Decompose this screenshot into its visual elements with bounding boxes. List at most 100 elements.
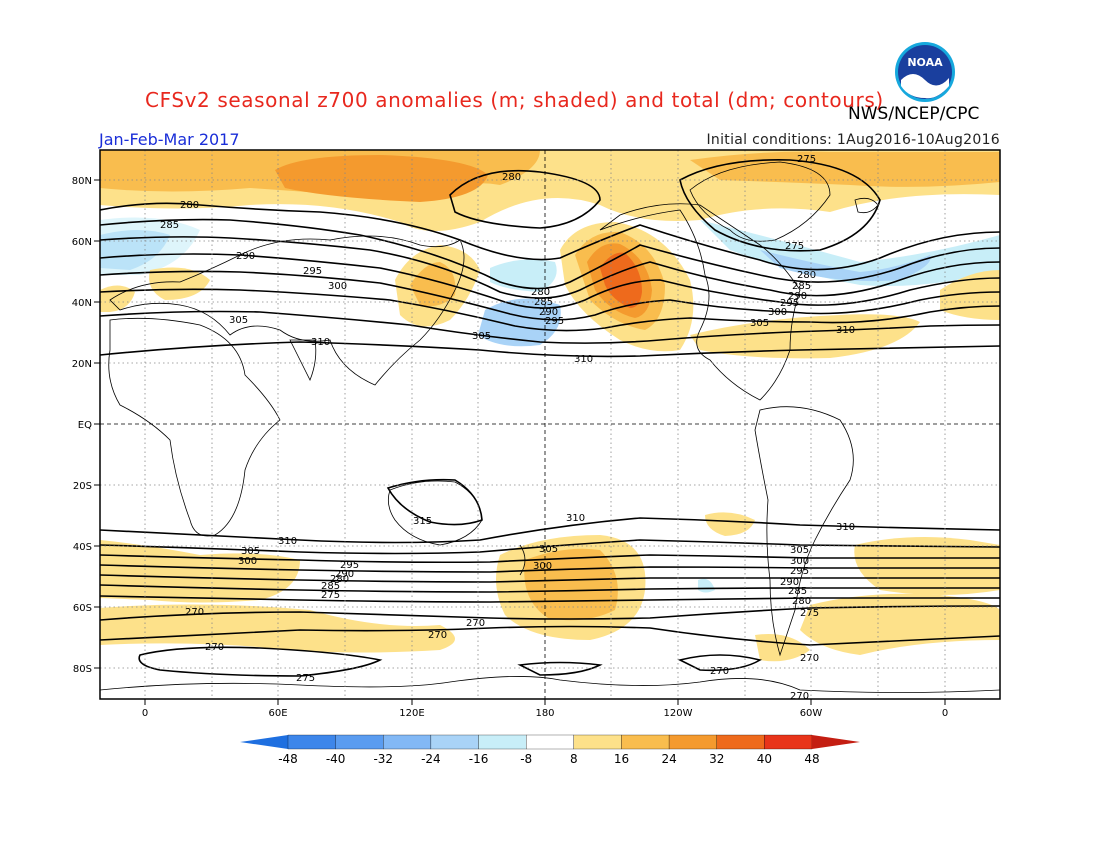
contour-label: 285: [160, 220, 179, 231]
contour-label: 305: [472, 331, 491, 342]
colorbar-label: -48: [278, 752, 298, 766]
contour-label: 285: [792, 281, 811, 292]
coast-australia: [387, 480, 483, 546]
contour-label: 275: [321, 590, 340, 601]
contour-label: 295: [790, 566, 809, 577]
contour-label: 310: [566, 513, 585, 524]
height-contours: [100, 159, 1000, 677]
lon-label: 0: [142, 708, 148, 719]
coast-greenland: [689, 161, 831, 242]
contour-label: 305: [790, 545, 809, 556]
contour-label: 275: [296, 673, 315, 684]
contour-label: 310: [311, 337, 330, 348]
contour-label: 305: [241, 546, 260, 557]
colorbar-swatch: [335, 734, 384, 750]
coast-south-america: [754, 406, 854, 657]
contour-label: 285: [788, 586, 807, 597]
contour-label: 290: [788, 291, 807, 302]
colorbar-swatch: [668, 734, 717, 750]
contour-label: 290: [236, 251, 255, 262]
lat-label: 40S: [73, 542, 92, 553]
contour-label: 270: [800, 653, 819, 664]
contour-label: 300: [238, 556, 257, 567]
contour-label: 270: [428, 630, 447, 641]
lon-label: 60W: [800, 708, 823, 719]
contour-label: 275: [797, 154, 816, 165]
coast-north-america: [599, 203, 801, 401]
lat-label: 20N: [72, 359, 92, 370]
contour-label: 270: [185, 607, 204, 618]
colorbar-label: 8: [570, 752, 578, 766]
equator-dateline: [100, 150, 1000, 699]
contour-label: 300: [768, 307, 787, 318]
contour-label: 305: [229, 315, 248, 326]
lat-label: 80N: [72, 176, 92, 187]
contour-label: 300: [328, 281, 347, 292]
colorbar-swatch: [287, 734, 336, 750]
contour-label: 270: [466, 618, 485, 629]
colorbar: -48 -40 -32 -24 -16 -8 8 16 24 32 40 48: [240, 734, 860, 766]
map-title: CFSv2 seasonal z700 anomalies (m; shaded…: [145, 88, 884, 112]
colorbar-swatch: [764, 734, 813, 750]
colorbar-label: 40: [757, 752, 772, 766]
contour-label: 295: [545, 316, 564, 327]
colorbar-swatch: [621, 734, 670, 750]
colorbar-swatch: [430, 734, 479, 750]
contour-label: 300: [790, 556, 809, 567]
contour-label: 280: [502, 172, 521, 183]
contour-label: 295: [303, 266, 322, 277]
contour-label: 280: [797, 270, 816, 281]
colorbar-label: 48: [804, 752, 819, 766]
contour-label: 290: [780, 577, 799, 588]
contour-label: 290: [335, 569, 354, 580]
coast-antarctica: [100, 676, 1000, 693]
contour-label: 285: [534, 297, 553, 308]
coastlines: [100, 161, 1000, 693]
colorbar-label: -40: [326, 752, 346, 766]
lat-label: 40N: [72, 298, 92, 309]
svg-text:NOAA: NOAA: [907, 56, 943, 69]
colorbar-label: -8: [520, 752, 532, 766]
contour-label: 270: [710, 666, 729, 677]
contour-label: 270: [790, 691, 809, 702]
contour-label: 295: [340, 560, 359, 571]
contour-label: 280: [792, 596, 811, 607]
contour-label: 310: [574, 354, 593, 365]
colorbar-swatch: [383, 734, 432, 750]
contour-label: 310: [836, 522, 855, 533]
forecast-period: Jan-Feb-Mar 2017: [99, 130, 240, 149]
latitude-labels: 80N 60N 40N 20N EQ 20S 40S 60S 80S: [72, 176, 92, 675]
contour-label: 305: [750, 318, 769, 329]
contour-label: 270: [205, 642, 224, 653]
colorbar-label: 24: [661, 752, 676, 766]
colorbar-label: -16: [469, 752, 489, 766]
contour-label: 305: [539, 544, 558, 555]
colorbar-label: -24: [421, 752, 441, 766]
colorbar-swatch: [716, 734, 765, 750]
lon-label: 120E: [399, 708, 424, 719]
lon-label: 180: [535, 708, 554, 719]
lon-label: 0: [942, 708, 948, 719]
contour-label: 275: [800, 608, 819, 619]
coast-africa: [108, 317, 281, 537]
colorbar-label: -32: [373, 752, 393, 766]
gridlines: [100, 150, 1000, 699]
axis-ticks: [94, 179, 946, 705]
lat-label: 20S: [73, 481, 92, 492]
anomaly-shading: [100, 150, 1000, 662]
lat-label: 80S: [73, 664, 92, 675]
contour-label: 300: [533, 561, 552, 572]
contour-label: 310: [278, 536, 297, 547]
contour-label: 280: [180, 200, 199, 211]
longitude-labels: 0 60E 120E 180 120W 60W 0: [142, 708, 948, 719]
colorbar-swatch: [526, 734, 574, 750]
coast-india: [289, 339, 317, 381]
initial-conditions: Initial conditions: 1Aug2016-10Aug2016: [706, 132, 1000, 148]
colorbar-swatch: [573, 734, 622, 750]
contour-label: 310: [836, 325, 855, 336]
colorbar-label: 32: [709, 752, 724, 766]
agency-label: NWS/NCEP/CPC: [848, 104, 980, 124]
colorbar-label: 16: [614, 752, 629, 766]
contour-label: 275: [785, 241, 804, 252]
